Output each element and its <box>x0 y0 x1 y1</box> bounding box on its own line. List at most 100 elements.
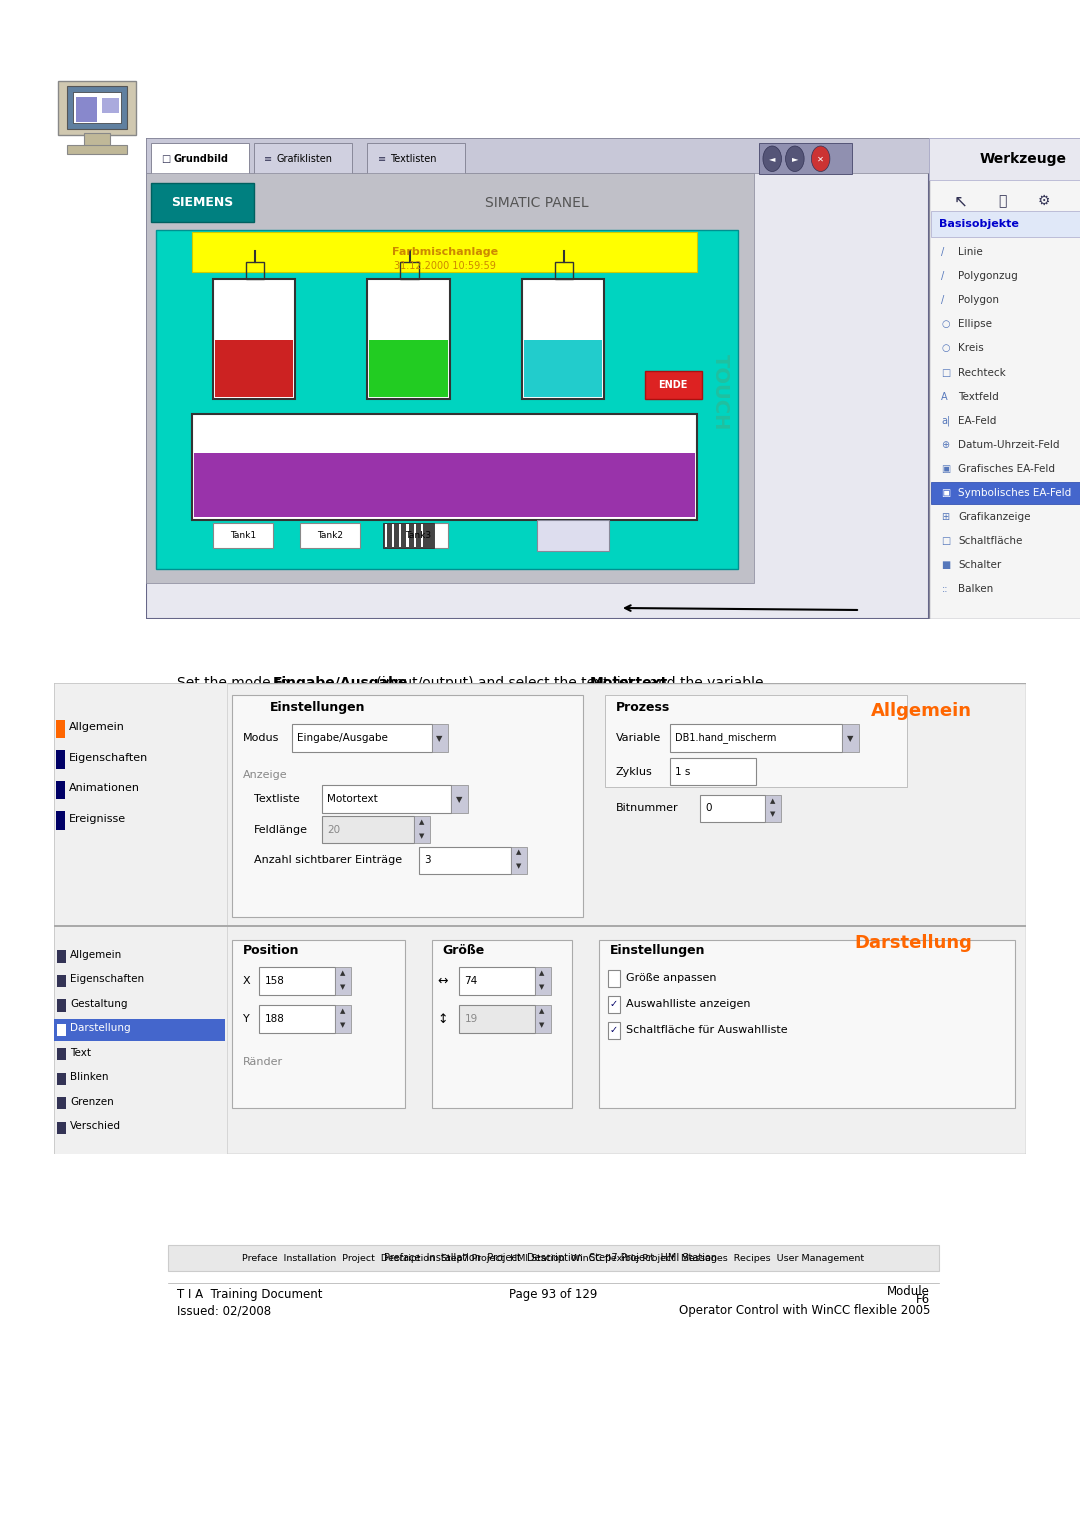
Text: Prozess: Prozess <box>616 701 670 714</box>
Bar <box>56 781 65 799</box>
Bar <box>194 454 694 516</box>
Bar <box>459 1005 535 1033</box>
Text: 158: 158 <box>265 976 284 986</box>
Bar <box>417 524 419 547</box>
Bar <box>931 481 1080 504</box>
Text: ▲: ▲ <box>419 819 423 825</box>
Circle shape <box>785 147 805 171</box>
Text: .: . <box>534 692 538 707</box>
Text: Drag a Symbolic EA field into the basic display.: Drag a Symbolic EA field into the basic … <box>256 269 583 283</box>
Bar <box>424 524 427 547</box>
Text: ▼: ▼ <box>340 984 345 990</box>
Text: Eigenschaften: Eigenschaften <box>70 975 145 984</box>
Text: and: and <box>454 692 488 707</box>
Bar <box>57 1048 66 1060</box>
Bar <box>403 524 405 547</box>
Text: 👤: 👤 <box>998 194 1007 208</box>
Bar <box>432 940 572 1108</box>
Bar <box>54 683 227 1154</box>
Bar <box>232 940 405 1108</box>
Bar <box>151 183 254 223</box>
Circle shape <box>762 147 782 171</box>
Bar <box>232 695 583 917</box>
Bar <box>57 950 66 963</box>
Text: Motortext: Motortext <box>327 795 378 804</box>
Text: Variable: Variable <box>616 733 661 743</box>
Text: Datum-Uhrzeit-Feld: Datum-Uhrzeit-Feld <box>958 440 1059 449</box>
Text: Modus: Modus <box>243 733 280 743</box>
Bar <box>57 1073 66 1085</box>
Text: Textlisten: Textlisten <box>390 154 436 163</box>
Text: TOUCH: TOUCH <box>712 354 730 431</box>
Text: Linie: Linie <box>958 248 983 257</box>
Bar <box>57 1097 66 1109</box>
Text: Tank3: Tank3 <box>405 530 431 539</box>
Bar <box>421 524 423 547</box>
Text: Symbolisches EA-Feld: Symbolisches EA-Feld <box>958 487 1071 498</box>
Bar <box>451 785 468 813</box>
Text: ▼: ▼ <box>436 733 443 743</box>
Text: ↕: ↕ <box>437 1013 448 1025</box>
Text: ⚙: ⚙ <box>1038 194 1051 208</box>
Bar <box>511 847 527 874</box>
Text: ■: ■ <box>942 561 950 570</box>
Text: Bitnummer: Bitnummer <box>616 804 678 813</box>
Bar <box>410 524 413 547</box>
Bar <box>392 524 394 547</box>
Text: EA-Feld: EA-Feld <box>958 416 997 426</box>
Text: ▣: ▣ <box>942 487 950 498</box>
Bar <box>414 524 416 547</box>
Text: Eingabe/Ausgabe: Eingabe/Ausgabe <box>273 677 408 691</box>
Bar <box>215 339 293 397</box>
Bar <box>522 280 605 399</box>
Text: Grafikanzeige: Grafikanzeige <box>958 512 1030 523</box>
Text: ↔: ↔ <box>437 975 448 987</box>
Text: (input/output) and select the text list: (input/output) and select the text list <box>372 677 637 691</box>
Bar <box>57 1024 66 1036</box>
Text: Ellipse: Ellipse <box>958 319 993 330</box>
Text: Blinken: Blinken <box>70 1073 109 1082</box>
Text: ►: ► <box>792 154 798 163</box>
Text: Set the mode to: Set the mode to <box>177 677 294 691</box>
Text: Y: Y <box>243 1015 249 1024</box>
Bar <box>259 1005 335 1033</box>
Text: ▼: ▼ <box>516 863 521 869</box>
Bar <box>459 967 535 995</box>
Text: SIEMENS: SIEMENS <box>172 196 233 209</box>
Text: ▼: ▼ <box>540 984 544 990</box>
Bar <box>608 970 620 987</box>
Bar <box>335 1005 351 1033</box>
Text: ↖: ↖ <box>954 193 968 211</box>
Bar <box>213 280 295 399</box>
Text: Eingabe/Ausgabe: Eingabe/Ausgabe <box>297 733 388 743</box>
Text: Einstellungen: Einstellungen <box>270 701 365 714</box>
Bar <box>146 138 929 173</box>
Text: Zyklus: Zyklus <box>616 767 652 776</box>
Text: ○: ○ <box>942 344 950 353</box>
Text: ▼: ▼ <box>770 811 774 817</box>
Bar <box>300 523 360 549</box>
Text: “hand_mischermotor”. Adjust the: “hand_mischermotor”. Adjust the <box>177 692 414 707</box>
Text: Anzahl sichtbarer Einträge: Anzahl sichtbarer Einträge <box>254 856 402 865</box>
Bar <box>76 96 97 122</box>
Text: ▼: ▼ <box>847 733 853 743</box>
Text: ▲: ▲ <box>770 798 774 804</box>
Text: ▲: ▲ <box>340 1008 345 1015</box>
Bar <box>192 414 697 520</box>
Text: ▼: ▼ <box>540 1022 544 1028</box>
Text: position: position <box>485 692 548 707</box>
Bar <box>432 724 448 752</box>
Text: ENDE: ENDE <box>659 380 688 390</box>
Bar <box>842 724 859 752</box>
Bar <box>259 967 335 995</box>
Bar <box>401 263 419 280</box>
Text: /: / <box>942 272 945 281</box>
Text: Schaltfläche für Auswahlliste: Schaltfläche für Auswahlliste <box>626 1025 788 1034</box>
Text: Rechteck: Rechteck <box>958 368 1005 377</box>
Text: 74: 74 <box>464 976 477 986</box>
Text: ▲: ▲ <box>540 970 544 976</box>
Text: 1 s: 1 s <box>675 767 690 776</box>
Text: Grenzen: Grenzen <box>70 1097 114 1106</box>
Text: ○: ○ <box>942 319 950 330</box>
Text: Grundbild: Grundbild <box>174 154 229 163</box>
